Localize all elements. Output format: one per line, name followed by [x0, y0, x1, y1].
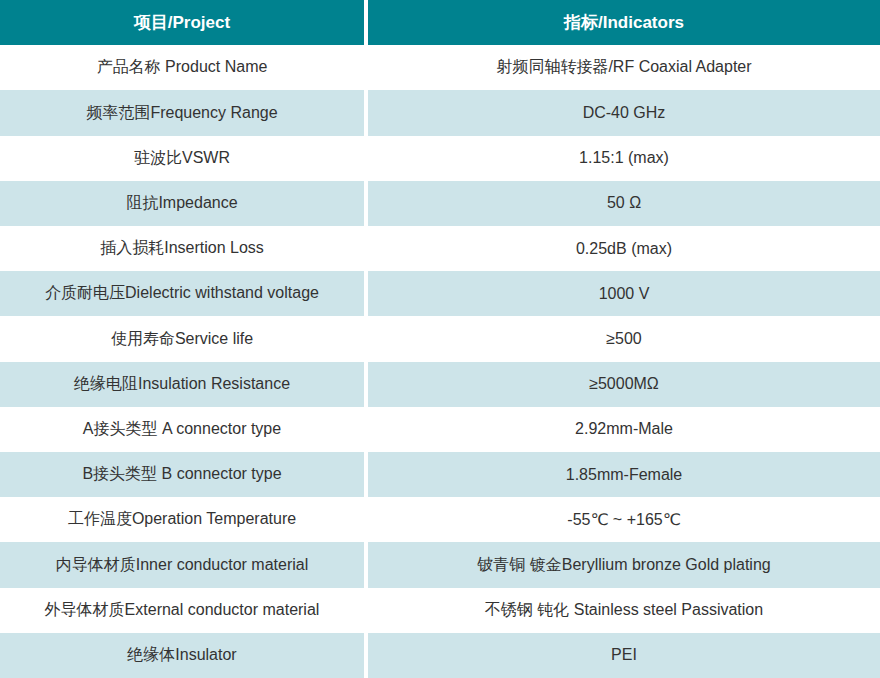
project-cell: A接头类型 A connector type [0, 407, 364, 452]
table-row: 工作温度Operation Temperature -55℃ ~ +165℃ [0, 497, 880, 542]
spec-table: 项目/Project 指标/Indicators 产品名称 Product Na… [0, 0, 880, 678]
project-cell: 内导体材质Inner conductor material [0, 542, 364, 587]
table-row: 绝缘电阻Insulation Resistance ≥5000MΩ [0, 362, 880, 407]
indicator-cell: 不锈钢 钝化 Stainless steel Passivation [368, 588, 880, 633]
indicator-cell: 1.85mm-Female [368, 452, 880, 497]
indicator-cell: ≥500 [368, 316, 880, 361]
indicator-cell: 射频同轴转接器/RF Coaxial Adapter [368, 45, 880, 90]
project-cell: 产品名称 Product Name [0, 45, 364, 90]
table-row: A接头类型 A connector type 2.92mm-Male [0, 407, 880, 452]
table-row: 频率范围Frequency Range DC-40 GHz [0, 90, 880, 135]
indicator-cell: ≥5000MΩ [368, 362, 880, 407]
header-cell-indicators: 指标/Indicators [368, 0, 880, 45]
project-cell: 介质耐电压Dielectric withstand voltage [0, 271, 364, 316]
project-cell: 工作温度Operation Temperature [0, 497, 364, 542]
project-cell: 插入损耗Insertion Loss [0, 226, 364, 271]
indicator-cell: 0.25dB (max) [368, 226, 880, 271]
table-row: 使用寿命Service life ≥500 [0, 316, 880, 361]
indicator-cell: DC-40 GHz [368, 90, 880, 135]
table-row: 介质耐电压Dielectric withstand voltage 1000 V [0, 271, 880, 316]
project-cell: 频率范围Frequency Range [0, 90, 364, 135]
indicator-cell: -55℃ ~ +165℃ [368, 497, 880, 542]
project-cell: 外导体材质External conductor material [0, 588, 364, 633]
project-cell: B接头类型 B connector type [0, 452, 364, 497]
table-row: 插入损耗Insertion Loss 0.25dB (max) [0, 226, 880, 271]
table-row: 驻波比VSWR 1.15:1 (max) [0, 136, 880, 181]
project-cell: 绝缘体Insulator [0, 633, 364, 678]
indicator-cell: 1.15:1 (max) [368, 136, 880, 181]
project-cell: 阻抗Impedance [0, 181, 364, 226]
table-row: B接头类型 B connector type 1.85mm-Female [0, 452, 880, 497]
table-row: 阻抗Impedance 50 Ω [0, 181, 880, 226]
project-cell: 驻波比VSWR [0, 136, 364, 181]
table-row: 外导体材质External conductor material 不锈钢 钝化 … [0, 588, 880, 633]
table-row: 内导体材质Inner conductor material 铍青铜 镀金Bery… [0, 542, 880, 587]
indicator-cell: 1000 V [368, 271, 880, 316]
project-cell: 使用寿命Service life [0, 316, 364, 361]
indicator-cell: 2.92mm-Male [368, 407, 880, 452]
header-cell-project: 项目/Project [0, 0, 364, 45]
table-header-row: 项目/Project 指标/Indicators [0, 0, 880, 45]
project-cell: 绝缘电阻Insulation Resistance [0, 362, 364, 407]
table-row: 产品名称 Product Name 射频同轴转接器/RF Coaxial Ada… [0, 45, 880, 90]
indicator-cell: PEI [368, 633, 880, 678]
table-row: 绝缘体Insulator PEI [0, 633, 880, 678]
indicator-cell: 50 Ω [368, 181, 880, 226]
indicator-cell: 铍青铜 镀金Beryllium bronze Gold plating [368, 542, 880, 587]
